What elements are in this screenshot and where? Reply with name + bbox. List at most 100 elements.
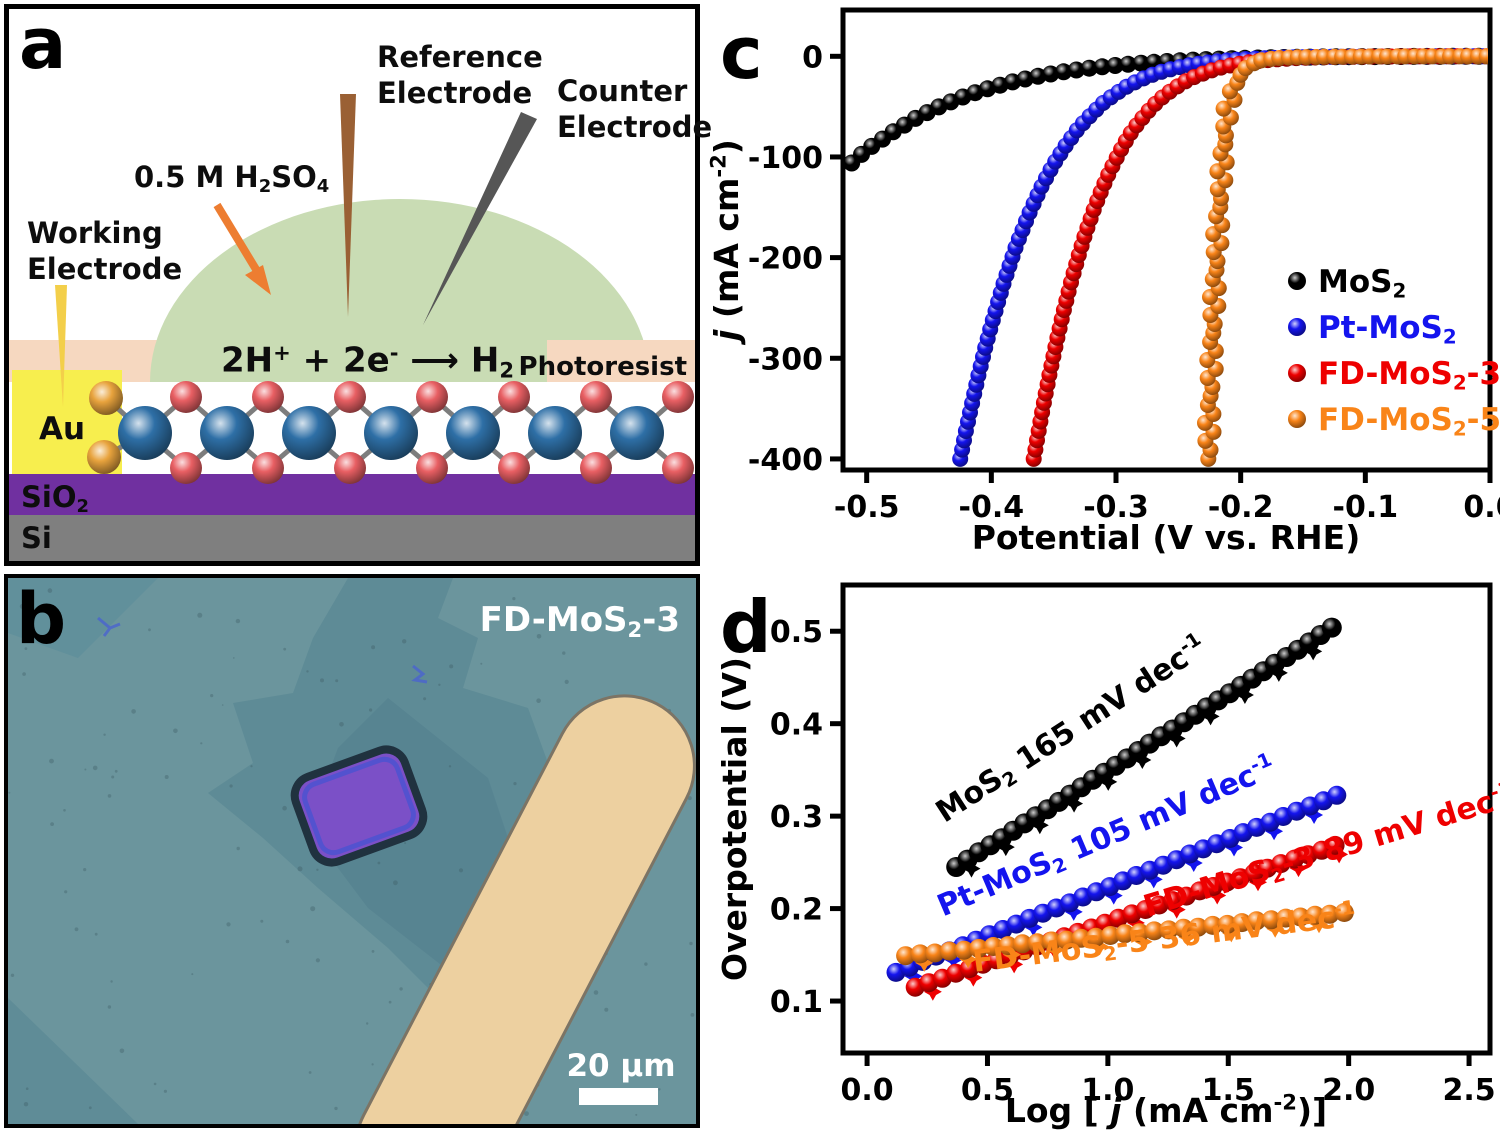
dendrite-mark-2 <box>411 664 428 684</box>
label-photoresist: Photoresist <box>518 352 687 382</box>
x-tick-label: 0.0 <box>1463 490 1500 525</box>
y-tick-label: -400 <box>748 443 823 478</box>
star-marker <box>1310 915 1329 934</box>
star-marker <box>1005 955 1024 974</box>
sulfur-atom <box>416 452 448 484</box>
panel-c-tag: c <box>720 11 763 95</box>
star-marker <box>1090 937 1109 956</box>
sample-label: FD-MoS2-3 <box>479 600 680 642</box>
star-marker <box>904 967 923 986</box>
star-marker <box>1144 870 1163 889</box>
sulfur-atom <box>252 381 284 413</box>
star-marker <box>1225 838 1244 857</box>
sulfur-atom <box>252 452 284 484</box>
star-marker <box>1126 913 1145 932</box>
dendrite-mark-1 <box>97 616 121 637</box>
y-axis-title: j (mA cm-2) <box>705 139 746 346</box>
star-marker <box>923 982 942 1001</box>
molybdenum-atom <box>282 406 336 460</box>
scale-bar <box>579 1088 658 1105</box>
sulfur-atom <box>662 381 694 413</box>
legend-label: MoS2 <box>1318 264 1406 302</box>
electrolyte-arrow-shaft <box>213 202 261 274</box>
y-tick-label: 0.4 <box>770 708 823 743</box>
x-tick-label: -0.1 <box>1333 490 1399 525</box>
y-tick-label: 0.1 <box>770 985 823 1020</box>
legend-marker <box>1288 272 1306 290</box>
x-tick-label: 0.0 <box>841 1073 894 1108</box>
molybdenum-atom <box>364 406 418 460</box>
legend-label: Pt-MoS2 <box>1318 310 1457 348</box>
x-tick-label: -0.4 <box>959 490 1025 525</box>
series-1 <box>886 785 1347 986</box>
sulfur-atom <box>580 452 612 484</box>
molybdenum-atom <box>610 406 664 460</box>
electrolyte-droplet <box>150 199 650 382</box>
sulfur-atom <box>334 381 366 413</box>
y-tick-label: -100 <box>748 141 823 176</box>
label-au: Au <box>39 411 86 447</box>
x-axis-title: Log [ j (mA cm-2)] <box>1005 1089 1327 1130</box>
micrograph-scene <box>8 578 696 1124</box>
label-si: Si <box>21 521 52 555</box>
y-axis-title: Overpotential (V) <box>715 657 754 981</box>
y-tick-label: -200 <box>748 242 823 277</box>
sulfur-atom <box>416 381 448 413</box>
x-tick-label: 2.5 <box>1442 1073 1495 1108</box>
counter-electrode-needle <box>423 112 537 325</box>
star-marker <box>1305 805 1324 824</box>
star-marker <box>1208 886 1227 905</box>
sulfur-atom <box>170 452 202 484</box>
panel-a-schematic: a Reference Electrode Counter Electrode … <box>4 3 712 566</box>
sulfur-atom <box>334 452 366 484</box>
star-marker <box>1289 859 1308 878</box>
star-marker <box>959 950 978 969</box>
gold-electrode-stripe <box>354 694 696 1124</box>
y-tick-label: 0 <box>802 40 823 75</box>
working-electrode-needle <box>55 285 67 407</box>
sulfur-atom <box>498 452 530 484</box>
sulfur-atom <box>662 452 694 484</box>
x-axis-title: Potential (V vs. RHE) <box>972 518 1361 557</box>
chart-tafel-plots: d 0.0 0.5 1.0 1.5 2.0 2.5 0.5 0.4 0.3 0.2 0.1 Log [ … <box>715 582 1500 1130</box>
legend-marker <box>1288 410 1306 428</box>
plot-border <box>840 582 1493 1056</box>
legend: MoS2 Pt-MoS2 FD-MoS2-3 FD-MoS2-5 <box>1288 264 1500 440</box>
axes: -0.5 -0.4 -0.3 -0.2 -0.1 0.0 0 -100 -200 -300 -400 <box>748 40 1500 525</box>
star-marker <box>915 953 934 972</box>
series-0 <box>946 617 1342 878</box>
series-3 <box>1197 48 1488 467</box>
electrolyte-arrow-head <box>245 265 271 295</box>
star-marker <box>1134 932 1153 951</box>
si-layer <box>9 515 695 561</box>
y-tick-label: 0.3 <box>770 800 823 835</box>
x-tick-label: 1.0 <box>1081 1073 1134 1108</box>
sulfur-atom <box>170 381 202 413</box>
x-tick-label: 0.5 <box>961 1073 1014 1108</box>
panel-b-tag: b <box>16 578 67 660</box>
mos2-molecule-chain <box>87 381 694 484</box>
x-tick-label: 2.0 <box>1322 1073 1375 1108</box>
molybdenum-atom <box>528 406 582 460</box>
flake-top-left <box>8 578 158 658</box>
star-marker <box>1024 918 1043 937</box>
y-tick-label: 0.5 <box>770 615 823 650</box>
star-marker <box>1046 941 1065 960</box>
x-tick-label: -0.2 <box>1208 490 1274 525</box>
molybdenum-atom <box>200 406 254 460</box>
scale-bar-label: 20 μm <box>566 1048 676 1084</box>
star-marker <box>1002 945 1021 964</box>
star-marker <box>1104 886 1123 905</box>
star-marker <box>964 968 983 987</box>
x-tick-label: -0.5 <box>834 490 900 525</box>
molybdenum-atom <box>446 406 500 460</box>
label-reaction: 2H+ + 2e- ⟶ H2 <box>221 340 514 383</box>
series-3 <box>896 903 1354 972</box>
chart-polarization-curves: c -0.5 -0.4 -0.3 -0.2 -0.1 0.0 0 -100 -200 -300 -40… <box>705 7 1500 557</box>
photoresist-right <box>547 340 695 382</box>
star-marker <box>1167 900 1186 919</box>
star-marker <box>1330 845 1349 864</box>
panel-a-tag: a <box>19 3 67 85</box>
panel-d-tag: d <box>720 585 772 669</box>
